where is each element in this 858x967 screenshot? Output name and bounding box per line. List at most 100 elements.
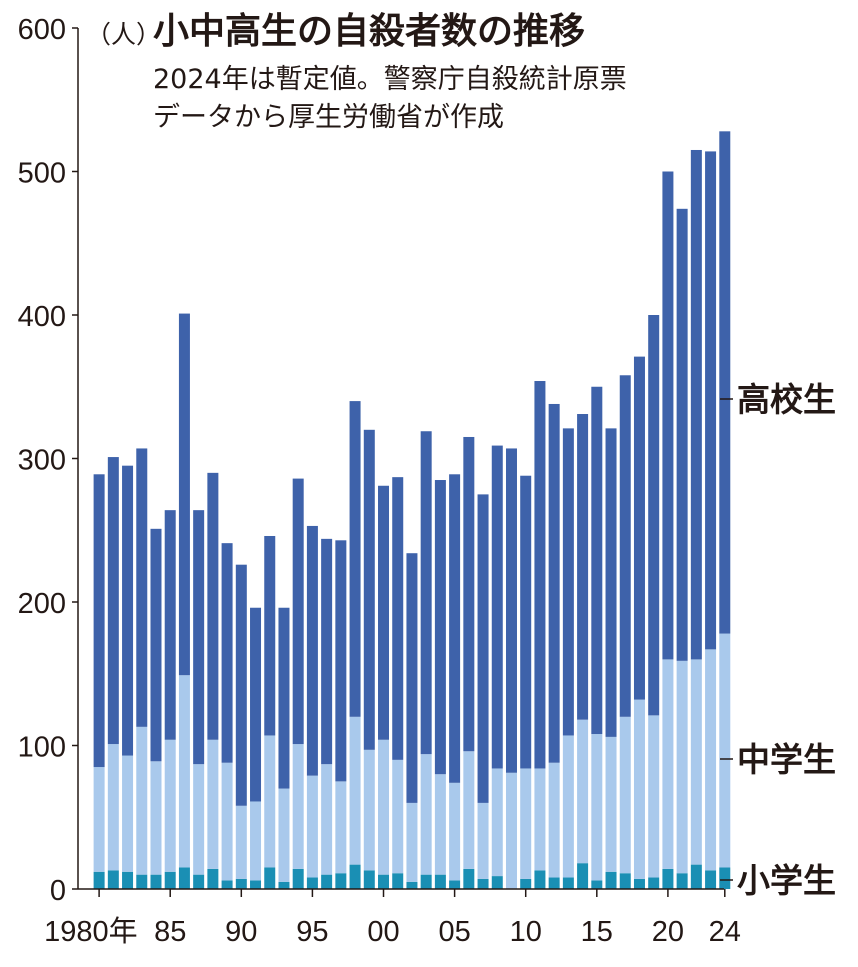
bar-high-school-1988 xyxy=(207,472,219,740)
bar-high-school-2012 xyxy=(548,403,560,763)
bar-junior-high-1980 xyxy=(93,767,105,872)
bar-junior-high-2020 xyxy=(662,659,674,869)
x-tick-label: 1980年 xyxy=(44,915,138,948)
bar-junior-high-1996 xyxy=(321,764,333,875)
chart-subtitle-line: 2024年は暫定値。警察庁自殺統計原票 xyxy=(153,64,627,95)
bar-junior-high-1993 xyxy=(278,788,290,882)
bars-layer xyxy=(93,131,731,889)
bar-junior-high-1994 xyxy=(292,744,304,869)
bar-high-school-2021 xyxy=(676,208,688,661)
bar-junior-high-2010 xyxy=(520,768,532,879)
bar-elementary-2012 xyxy=(548,877,560,889)
bar-elementary-1982 xyxy=(122,871,134,889)
bar-junior-high-2003 xyxy=(420,754,432,875)
bar-high-school-1996 xyxy=(321,538,333,765)
bar-junior-high-2016 xyxy=(605,736,617,872)
bar-elementary-2004 xyxy=(434,874,446,889)
axes-layer xyxy=(72,27,733,897)
bar-elementary-1994 xyxy=(292,868,304,889)
bar-high-school-1980 xyxy=(93,474,105,768)
bar-elementary-1996 xyxy=(321,874,333,889)
bar-high-school-2015 xyxy=(591,386,603,735)
bar-elementary-2003 xyxy=(420,874,432,889)
bar-elementary-1997 xyxy=(335,873,347,889)
bar-elementary-2023 xyxy=(705,870,717,889)
bar-elementary-2000 xyxy=(378,874,390,889)
bar-elementary-1981 xyxy=(107,870,119,889)
bar-elementary-1995 xyxy=(306,877,318,889)
series-label: 高校生 xyxy=(737,380,836,419)
y-unit-label: （人） xyxy=(86,20,161,49)
bar-junior-high-1990 xyxy=(235,805,247,879)
x-tick-label: 95 xyxy=(296,916,328,948)
bar-high-school-1994 xyxy=(292,478,304,745)
bar-high-school-1991 xyxy=(250,607,262,802)
bar-junior-high-2015 xyxy=(591,734,603,881)
bar-high-school-2005 xyxy=(449,474,461,783)
bar-junior-high-2018 xyxy=(633,699,645,879)
bar-high-school-2023 xyxy=(705,151,717,650)
x-tick-label: 05 xyxy=(438,916,470,948)
bar-elementary-2002 xyxy=(406,881,418,889)
bar-high-school-2016 xyxy=(605,428,617,737)
bar-elementary-1993 xyxy=(278,881,290,889)
bar-elementary-1999 xyxy=(363,870,375,889)
bar-elementary-2022 xyxy=(690,864,702,889)
bar-high-school-2014 xyxy=(577,414,589,720)
bar-junior-high-2024 xyxy=(719,633,731,868)
bar-high-school-1992 xyxy=(264,535,276,736)
y-tick-label: 100 xyxy=(18,732,66,764)
bar-high-school-1993 xyxy=(278,607,290,789)
bar-elementary-2013 xyxy=(562,877,574,889)
bar-high-school-2001 xyxy=(392,477,404,760)
bar-elementary-1980 xyxy=(93,871,105,889)
series-label: 中学生 xyxy=(737,740,836,779)
bar-high-school-2018 xyxy=(633,356,645,700)
bar-high-school-1984 xyxy=(150,528,162,762)
y-tick-label: 200 xyxy=(18,588,66,620)
bar-elementary-2008 xyxy=(491,876,503,889)
bar-junior-high-1985 xyxy=(164,739,176,872)
bar-high-school-2003 xyxy=(420,431,432,755)
bar-junior-high-1986 xyxy=(178,675,190,868)
bar-elementary-1998 xyxy=(349,864,361,889)
y-tick-label: 500 xyxy=(18,158,66,190)
x-tick-label: 24 xyxy=(709,916,741,948)
bar-junior-high-2006 xyxy=(463,751,475,869)
bar-elementary-2024 xyxy=(719,867,731,889)
x-tick-label: 00 xyxy=(367,916,399,948)
bar-high-school-1986 xyxy=(178,313,190,676)
bar-junior-high-1988 xyxy=(207,739,219,869)
bar-elementary-1985 xyxy=(164,871,176,889)
bar-junior-high-2007 xyxy=(477,802,489,879)
bar-high-school-1989 xyxy=(221,543,233,763)
bar-high-school-2004 xyxy=(434,480,446,775)
bar-elementary-1991 xyxy=(250,880,262,889)
bar-high-school-2002 xyxy=(406,553,418,803)
bar-high-school-2024 xyxy=(719,131,731,634)
bar-junior-high-2004 xyxy=(434,774,446,875)
bar-high-school-2007 xyxy=(477,494,489,803)
bar-high-school-2022 xyxy=(690,149,702,660)
chart-subtitle-line: データから厚生労働省が作成 xyxy=(153,102,504,133)
bar-elementary-1987 xyxy=(193,874,205,889)
bar-high-school-1982 xyxy=(122,465,134,756)
bar-elementary-1990 xyxy=(235,878,247,889)
bar-junior-high-1989 xyxy=(221,762,233,881)
bar-junior-high-2019 xyxy=(648,715,660,878)
bar-junior-high-1981 xyxy=(107,744,119,871)
y-tick-label: 300 xyxy=(18,445,66,477)
bar-junior-high-2009 xyxy=(505,772,517,889)
bar-high-school-1997 xyxy=(335,540,347,782)
labels-layer: 0 100 200 300 400 500 600 1980年 85 90 95 00 05 10 15 20… xyxy=(18,11,836,948)
bar-high-school-1999 xyxy=(363,429,375,750)
bar-elementary-2016 xyxy=(605,871,617,889)
bar-elementary-1988 xyxy=(207,868,219,889)
bar-junior-high-2008 xyxy=(491,768,503,877)
bar-high-school-2017 xyxy=(619,375,631,717)
x-tick-label: 90 xyxy=(225,916,257,948)
chart-title: 小中高生の自殺者数の推移 xyxy=(153,11,585,52)
bar-junior-high-2013 xyxy=(562,735,574,878)
y-tick-label: 600 xyxy=(18,14,66,46)
